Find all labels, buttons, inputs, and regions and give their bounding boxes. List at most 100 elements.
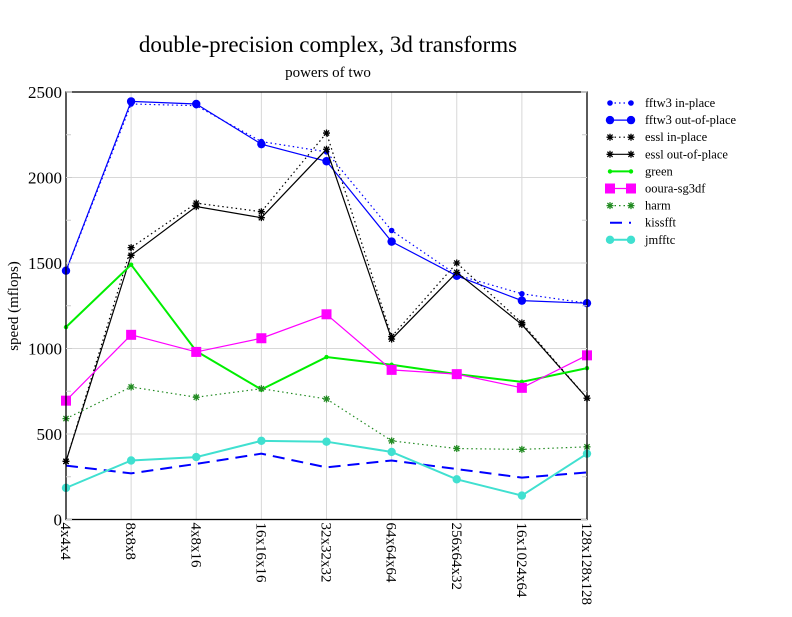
legend-item-jmfftc: jmfftc (605, 233, 676, 247)
data-point-ooura-sg3df (451, 369, 462, 380)
series-group (61, 97, 592, 500)
y-tick-label: 1000 (28, 340, 62, 359)
data-point-fftw3-in-place (519, 290, 525, 297)
data-point-ooura-sg3df (386, 364, 397, 375)
legend-item-harm: harm (606, 199, 671, 213)
data-point-harm (518, 445, 526, 453)
y-tick-label: 500 (37, 425, 63, 444)
data-point-harm (388, 437, 396, 445)
legend-marker (607, 169, 613, 174)
legend-marker (607, 100, 613, 106)
legend-marker (605, 115, 615, 125)
data-point-ooura-sg3df (256, 333, 267, 344)
data-point-essl-out-of-place (453, 268, 461, 276)
data-point-ooura-sg3df (126, 329, 137, 340)
legend-marker (606, 202, 614, 210)
data-point-harm (127, 383, 135, 391)
legend-marker (627, 202, 635, 210)
x-tick-label: 128x128x128 (578, 523, 594, 606)
legend-label: harm (645, 199, 671, 213)
legend-item-ooura-sg3df: ooura-sg3df (605, 182, 706, 196)
legend-label: jmfftc (644, 233, 676, 247)
data-point-essl-out-of-place (192, 203, 200, 211)
x-tick-label: 256x64x32 (448, 523, 464, 591)
data-point-essl-out-of-place (323, 145, 330, 153)
data-point-essl-out-of-place (257, 214, 265, 222)
legend-marker (606, 150, 614, 158)
y-tick-label: 1500 (28, 254, 62, 273)
legend-marker (626, 115, 636, 125)
data-point-jmfftc (452, 475, 461, 484)
data-point-essl-out-of-place (127, 251, 135, 259)
legend-label: kissfft (645, 216, 677, 230)
data-point-ooura-sg3df (321, 309, 332, 320)
chart-title: double-precision complex, 3d transforms (139, 32, 517, 57)
legend-marker (627, 150, 635, 158)
x-tick-label: 16x16x16 (252, 523, 268, 584)
series-jmfftc (61, 436, 592, 500)
data-point-ooura-sg3df (516, 382, 527, 393)
x-tick-label: 4x8x16 (187, 523, 203, 569)
x-tick-label: 16x1024x64 (513, 523, 529, 599)
x-tick-label: 8x8x8 (122, 523, 138, 561)
legend-label: essl in-place (645, 130, 708, 144)
data-point-fftw3-out-of-place (517, 296, 527, 305)
legend-item-essl-out-of-place: essl out-of-place (606, 147, 728, 161)
data-point-ooura-sg3df (191, 346, 202, 357)
legend-label: essl out-of-place (645, 147, 728, 161)
chart-subtitle: powers of two (285, 65, 371, 81)
legend-marker (605, 235, 615, 244)
data-point-fftw3-out-of-place (322, 157, 331, 166)
legend-label: green (645, 164, 674, 178)
data-point-jmfftc (257, 436, 266, 446)
y-tick-label: 0 (54, 511, 63, 530)
legend-label: fftw3 out-of-place (645, 113, 737, 127)
data-point-jmfftc (517, 491, 527, 500)
legend-item-green: green (607, 164, 674, 178)
data-point-jmfftc (192, 452, 201, 462)
data-point-harm (257, 385, 265, 393)
data-point-essl-out-of-place (518, 321, 526, 329)
data-point-jmfftc (322, 437, 331, 446)
data-point-jmfftc (126, 456, 136, 465)
grid (65, 91, 588, 520)
data-point-essl-in-place (257, 208, 265, 216)
data-point-harm (323, 395, 330, 403)
legend-marker (626, 183, 636, 194)
data-point-essl-in-place (323, 129, 330, 137)
legend-item-kissfft: kissfft (610, 216, 677, 230)
series-kissfft (65, 452, 588, 479)
x-tick-label: 4x4x4 (57, 523, 73, 561)
data-point-fftw3-out-of-place (387, 237, 396, 246)
legend-marker (627, 133, 635, 141)
legend-marker (628, 100, 634, 106)
y-tick-label: 2500 (28, 83, 62, 102)
data-point-green (128, 262, 134, 267)
ticks: 0 500 1000 1500 2000 2500 4x4x4 8x8x8 4x8x16 16x1… (28, 83, 594, 605)
legend: fftw3 in-place fftw3 out-of-place essl in-… (605, 96, 737, 247)
data-point-jmfftc (387, 447, 396, 457)
data-point-fftw3-out-of-place (257, 139, 266, 149)
data-point-essl-in-place (127, 244, 135, 252)
y-axis-label: speed (mflops) (6, 261, 22, 351)
data-point-fftw3-in-place (388, 227, 395, 234)
legend-item-fftw3-in-place: fftw3 in-place (607, 96, 716, 110)
data-point-fftw3-out-of-place (192, 99, 201, 109)
x-tick-label: 32x32x32 (318, 523, 334, 583)
series-line-kissfft (65, 452, 588, 479)
data-point-harm (192, 393, 200, 401)
x-tick-label: 64x64x64 (383, 523, 399, 584)
legend-label: ooura-sg3df (645, 182, 706, 196)
legend-marker (606, 133, 614, 141)
data-point-green (324, 354, 329, 360)
data-point-essl-out-of-place (388, 335, 396, 343)
legend-marker (605, 183, 615, 194)
legend-item-fftw3-out-of-place: fftw3 out-of-place (605, 113, 737, 127)
legend-item-essl-in-place: essl in-place (606, 130, 708, 144)
data-point-essl-in-place (453, 259, 461, 267)
legend-marker (626, 235, 636, 244)
data-point-fftw3-out-of-place (126, 97, 136, 106)
legend-label: fftw3 in-place (645, 96, 716, 110)
legend-marker (628, 169, 634, 174)
